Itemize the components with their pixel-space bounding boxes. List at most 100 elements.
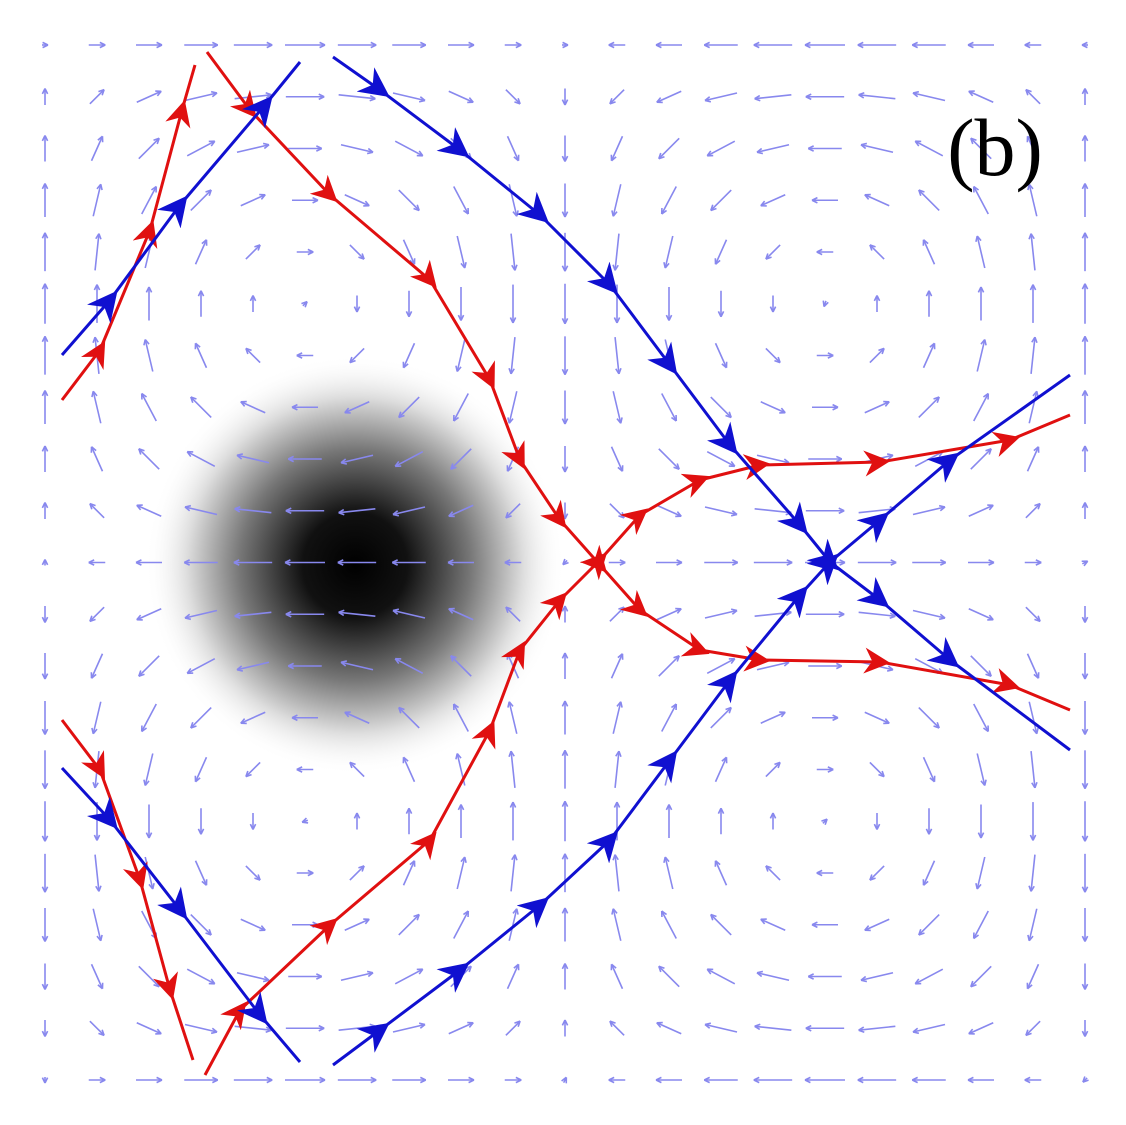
field-arrow-shaft (1025, 89, 1041, 105)
blue-trajectory (60, 766, 302, 1063)
field-arrow-head (183, 559, 190, 566)
field-arrow (805, 93, 845, 101)
field-arrow (145, 286, 153, 321)
field-arrow (138, 137, 160, 160)
field-arrow (1025, 88, 1041, 105)
field-arrow-head (1081, 88, 1089, 95)
field-arrow (394, 140, 424, 157)
field-arrow-shaft (970, 448, 992, 470)
field-arrow (234, 1025, 272, 1033)
field-arrow (805, 507, 845, 515)
field-arrow-shaft (869, 865, 885, 881)
field-arrow-shaft (704, 609, 738, 619)
field-arrow (914, 140, 944, 157)
field-arrow (864, 711, 890, 725)
field-arrow (756, 660, 790, 671)
field-arrow-head (1035, 559, 1042, 566)
field-arrow-head (370, 41, 377, 49)
field-arrow-head (41, 559, 49, 566)
field-arrow (661, 393, 678, 422)
field-arrow (88, 41, 106, 49)
field-arrow-shaft (973, 703, 989, 732)
field-arrow-shaft (656, 608, 682, 621)
field-arrow-shaft (610, 446, 624, 472)
field-arrow (301, 300, 308, 308)
field-arrow (136, 1022, 162, 1035)
field-arrow (41, 700, 49, 735)
field-arrow-head (155, 90, 162, 97)
field-arrow-shaft (90, 653, 104, 679)
field-arrow (184, 609, 218, 621)
field-arrow (1024, 559, 1042, 566)
field-arrow-head (194, 342, 201, 350)
field-arrow (769, 295, 777, 313)
field-arrow-shaft (1030, 854, 1036, 892)
field-arrow-shaft (136, 1022, 162, 1035)
field-arrow (765, 244, 781, 260)
field-arrow (184, 504, 218, 516)
field-arrow (714, 860, 728, 886)
field-arrow (754, 1023, 792, 1031)
field-arrow-head (138, 448, 145, 455)
field-arrow (760, 711, 786, 724)
field-arrow (89, 1020, 105, 1037)
field-arrow (186, 658, 216, 675)
field-arrow (504, 41, 522, 49)
field-arrow (869, 761, 885, 778)
field-arrow (612, 701, 623, 734)
field-arrow (285, 41, 326, 49)
field-arrow (812, 403, 839, 411)
field-arrow (753, 559, 793, 566)
field-arrow (765, 865, 781, 881)
field-arrow (714, 342, 728, 369)
field-arrow-head (41, 283, 49, 290)
field-arrow-head (212, 41, 219, 49)
field-arrow (609, 1020, 625, 1036)
field-arrow-shaft (186, 451, 216, 467)
field-arrow (508, 750, 516, 788)
field-arrow (614, 337, 622, 375)
field-arrow (186, 140, 216, 157)
field-arrow (858, 1025, 896, 1033)
field-arrow (448, 41, 475, 49)
field-arrow-head (319, 1076, 326, 1084)
field-arrow-head (41, 445, 49, 452)
field-arrow (285, 93, 325, 101)
field-arrow-head (420, 1076, 427, 1084)
field-arrow (394, 968, 424, 985)
field-arrow (753, 1076, 793, 1084)
field-arrow (138, 965, 160, 988)
field-arrow (656, 559, 683, 566)
field-arrow-shaft (94, 854, 100, 892)
field-arrow (340, 970, 374, 982)
field-arrow-shaft (1028, 908, 1038, 941)
field-arrow (292, 921, 319, 929)
field-arrow (655, 1076, 682, 1084)
field-arrow (1081, 283, 1089, 324)
field-arrow-head (184, 613, 192, 621)
field-arrow (816, 248, 834, 256)
field-arrow (914, 968, 944, 985)
field-arrow-shaft (968, 504, 994, 517)
field-arrow (194, 342, 208, 369)
field-arrow (288, 145, 323, 152)
field-arrow (869, 244, 885, 260)
field-arrow (90, 963, 104, 990)
field-arrow-shaft (1025, 503, 1041, 519)
field-arrow-shaft (714, 342, 728, 369)
field-arrow-head (1029, 284, 1037, 291)
field-arrow-head (1081, 1030, 1089, 1037)
field-arrow-shaft (912, 506, 946, 516)
field-arrow-shaft (141, 393, 157, 422)
field-arrow-shaft (236, 143, 270, 154)
field-arrow-head (911, 1076, 918, 1084)
field-arrow (610, 963, 624, 990)
field-arrow-head (89, 615, 96, 623)
field-arrow-shaft (144, 753, 154, 786)
field-arrow (1081, 853, 1089, 893)
field-arrow-shaft (340, 143, 374, 154)
field-arrow-shaft (508, 391, 518, 424)
field-arrow-shaft (186, 140, 216, 157)
field-arrow-head (41, 502, 49, 509)
field-arrow-shaft (194, 239, 208, 265)
